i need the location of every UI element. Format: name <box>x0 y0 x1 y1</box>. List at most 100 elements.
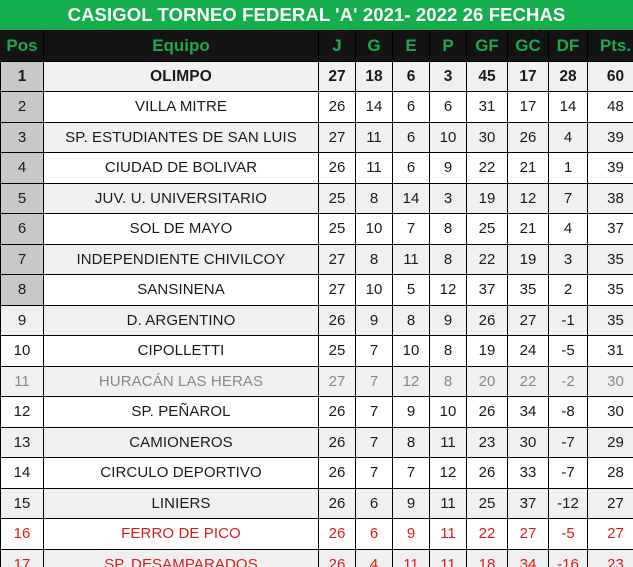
table-row[interactable]: 1 OLIMPO 27 18 6 3 45 17 28 60 <box>0 60 633 92</box>
cell-p: 12 <box>429 274 467 306</box>
cell-g: 7 <box>355 365 393 397</box>
table-row[interactable]: 2 VILLA MITRE 26 14 6 6 31 17 14 48 <box>0 91 633 123</box>
cell-pts: 37 <box>587 213 633 245</box>
cell-pts: 27 <box>587 518 633 550</box>
cell-gf: 18 <box>466 548 508 567</box>
cell-gf: 22 <box>466 152 508 184</box>
cell-gc: 35 <box>507 274 549 306</box>
column-header-p[interactable]: P <box>429 30 467 62</box>
cell-p: 11 <box>429 518 467 550</box>
cell-pts: 39 <box>587 152 633 184</box>
cell-pts: 30 <box>587 396 633 428</box>
table-row[interactable]: 3 SP. ESTUDIANTES DE SAN LUIS 27 11 6 10 30 26 4… <box>0 121 633 153</box>
cell-team: LINIERS <box>43 487 319 519</box>
cell-j: 26 <box>318 457 356 489</box>
cell-gc: 27 <box>507 304 549 336</box>
cell-gf: 22 <box>466 518 508 550</box>
table-row[interactable]: 12 SP. PEÑAROL 26 7 9 10 26 34 -8 30 <box>0 396 633 428</box>
cell-j: 27 <box>318 365 356 397</box>
cell-gc: 26 <box>507 121 549 153</box>
cell-pos: 4 <box>0 152 44 184</box>
cell-p: 11 <box>429 426 467 458</box>
cell-p: 11 <box>429 548 467 567</box>
cell-j: 25 <box>318 182 356 214</box>
cell-gc: 34 <box>507 396 549 428</box>
table-row[interactable]: 11 HURACÁN LAS HERAS 27 7 12 8 20 22 -2 30 <box>0 365 633 397</box>
cell-team: FERRO DE PICO <box>43 518 319 550</box>
cell-p: 10 <box>429 121 467 153</box>
table-row[interactable]: 4 CIUDAD DE BOLIVAR 26 11 6 9 22 21 1 39 <box>0 152 633 184</box>
cell-df: -1 <box>548 304 588 336</box>
cell-j: 27 <box>318 243 356 275</box>
table-row[interactable]: 9 D. ARGENTINO 26 9 8 9 26 27 -1 35 <box>0 304 633 336</box>
column-header-j[interactable]: J <box>318 30 356 62</box>
cell-team: JUV. U. UNIVERSITARIO <box>43 182 319 214</box>
cell-e: 9 <box>392 518 430 550</box>
cell-pts: 60 <box>587 60 633 92</box>
cell-e: 6 <box>392 152 430 184</box>
cell-team: SP. PEÑAROL <box>43 396 319 428</box>
cell-gc: 21 <box>507 213 549 245</box>
table-row[interactable]: 13 CAMIONEROS 26 7 8 11 23 30 -7 29 <box>0 426 633 458</box>
column-header-e[interactable]: E <box>392 30 430 62</box>
cell-pos: 17 <box>0 548 44 567</box>
cell-gc: 22 <box>507 365 549 397</box>
cell-team: OLIMPO <box>43 60 319 92</box>
column-header-df[interactable]: DF <box>548 30 588 62</box>
table-row[interactable]: 7 INDEPENDIENTE CHIVILCOY 27 8 11 8 22 19 3 35 <box>0 243 633 275</box>
cell-g: 7 <box>355 335 393 367</box>
column-header-pos[interactable]: Pos <box>0 30 44 62</box>
cell-g: 8 <box>355 243 393 275</box>
table-row[interactable]: 5 JUV. U. UNIVERSITARIO 25 8 14 3 19 12 7 38 <box>0 182 633 214</box>
league-standings-table: Pos Equipo J G E P GF GC DF Pts. 1 OLIMPO 27 18 6 3 45 1… <box>0 30 633 567</box>
cell-j: 27 <box>318 60 356 92</box>
column-header-gf[interactable]: GF <box>466 30 508 62</box>
cell-p: 8 <box>429 213 467 245</box>
cell-team: SP. DESAMPARADOS <box>43 548 319 567</box>
column-header-g[interactable]: G <box>355 30 393 62</box>
cell-g: 4 <box>355 548 393 567</box>
column-header-gc[interactable]: GC <box>507 30 549 62</box>
cell-pos: 15 <box>0 487 44 519</box>
table-row[interactable]: 16 FERRO DE PICO 26 6 9 11 22 27 -5 27 <box>0 518 633 550</box>
cell-pts: 35 <box>587 304 633 336</box>
cell-e: 9 <box>392 396 430 428</box>
column-header-pts[interactable]: Pts. <box>587 30 633 62</box>
cell-g: 10 <box>355 213 393 245</box>
cell-gf: 26 <box>466 304 508 336</box>
cell-team: SP. ESTUDIANTES DE SAN LUIS <box>43 121 319 153</box>
table-body: 1 OLIMPO 27 18 6 3 45 17 28 60 2 VILLA MITRE 26 14 6 6 3… <box>0 60 633 567</box>
cell-gc: 17 <box>507 60 549 92</box>
table-row[interactable]: 6 SOL DE MAYO 25 10 7 8 25 21 4 37 <box>0 213 633 245</box>
cell-j: 25 <box>318 335 356 367</box>
cell-e: 10 <box>392 335 430 367</box>
cell-df: 7 <box>548 182 588 214</box>
cell-p: 3 <box>429 60 467 92</box>
cell-gf: 23 <box>466 426 508 458</box>
cell-gf: 26 <box>466 457 508 489</box>
column-header-team[interactable]: Equipo <box>43 30 319 62</box>
table-row[interactable]: 17 SP. DESAMPARADOS 26 4 11 11 18 34 -16 23 <box>0 548 633 567</box>
table-row[interactable]: 15 LINIERS 26 6 9 11 25 37 -12 27 <box>0 487 633 519</box>
cell-e: 8 <box>392 426 430 458</box>
cell-e: 6 <box>392 60 430 92</box>
cell-gf: 22 <box>466 243 508 275</box>
cell-gf: 19 <box>466 335 508 367</box>
cell-df: 3 <box>548 243 588 275</box>
table-row[interactable]: 8 SANSINENA 27 10 5 12 37 35 2 35 <box>0 274 633 306</box>
cell-e: 14 <box>392 182 430 214</box>
cell-df: 28 <box>548 60 588 92</box>
cell-j: 27 <box>318 274 356 306</box>
table-row[interactable]: 14 CIRCULO DEPORTIVO 26 7 7 12 26 33 -7 28 <box>0 457 633 489</box>
cell-team: D. ARGENTINO <box>43 304 319 336</box>
cell-pos: 8 <box>0 274 44 306</box>
cell-p: 8 <box>429 335 467 367</box>
cell-j: 26 <box>318 548 356 567</box>
cell-p: 10 <box>429 396 467 428</box>
cell-j: 26 <box>318 152 356 184</box>
cell-gf: 25 <box>466 487 508 519</box>
cell-j: 25 <box>318 213 356 245</box>
cell-df: -7 <box>548 426 588 458</box>
table-row[interactable]: 10 CIPOLLETTI 25 7 10 8 19 24 -5 31 <box>0 335 633 367</box>
